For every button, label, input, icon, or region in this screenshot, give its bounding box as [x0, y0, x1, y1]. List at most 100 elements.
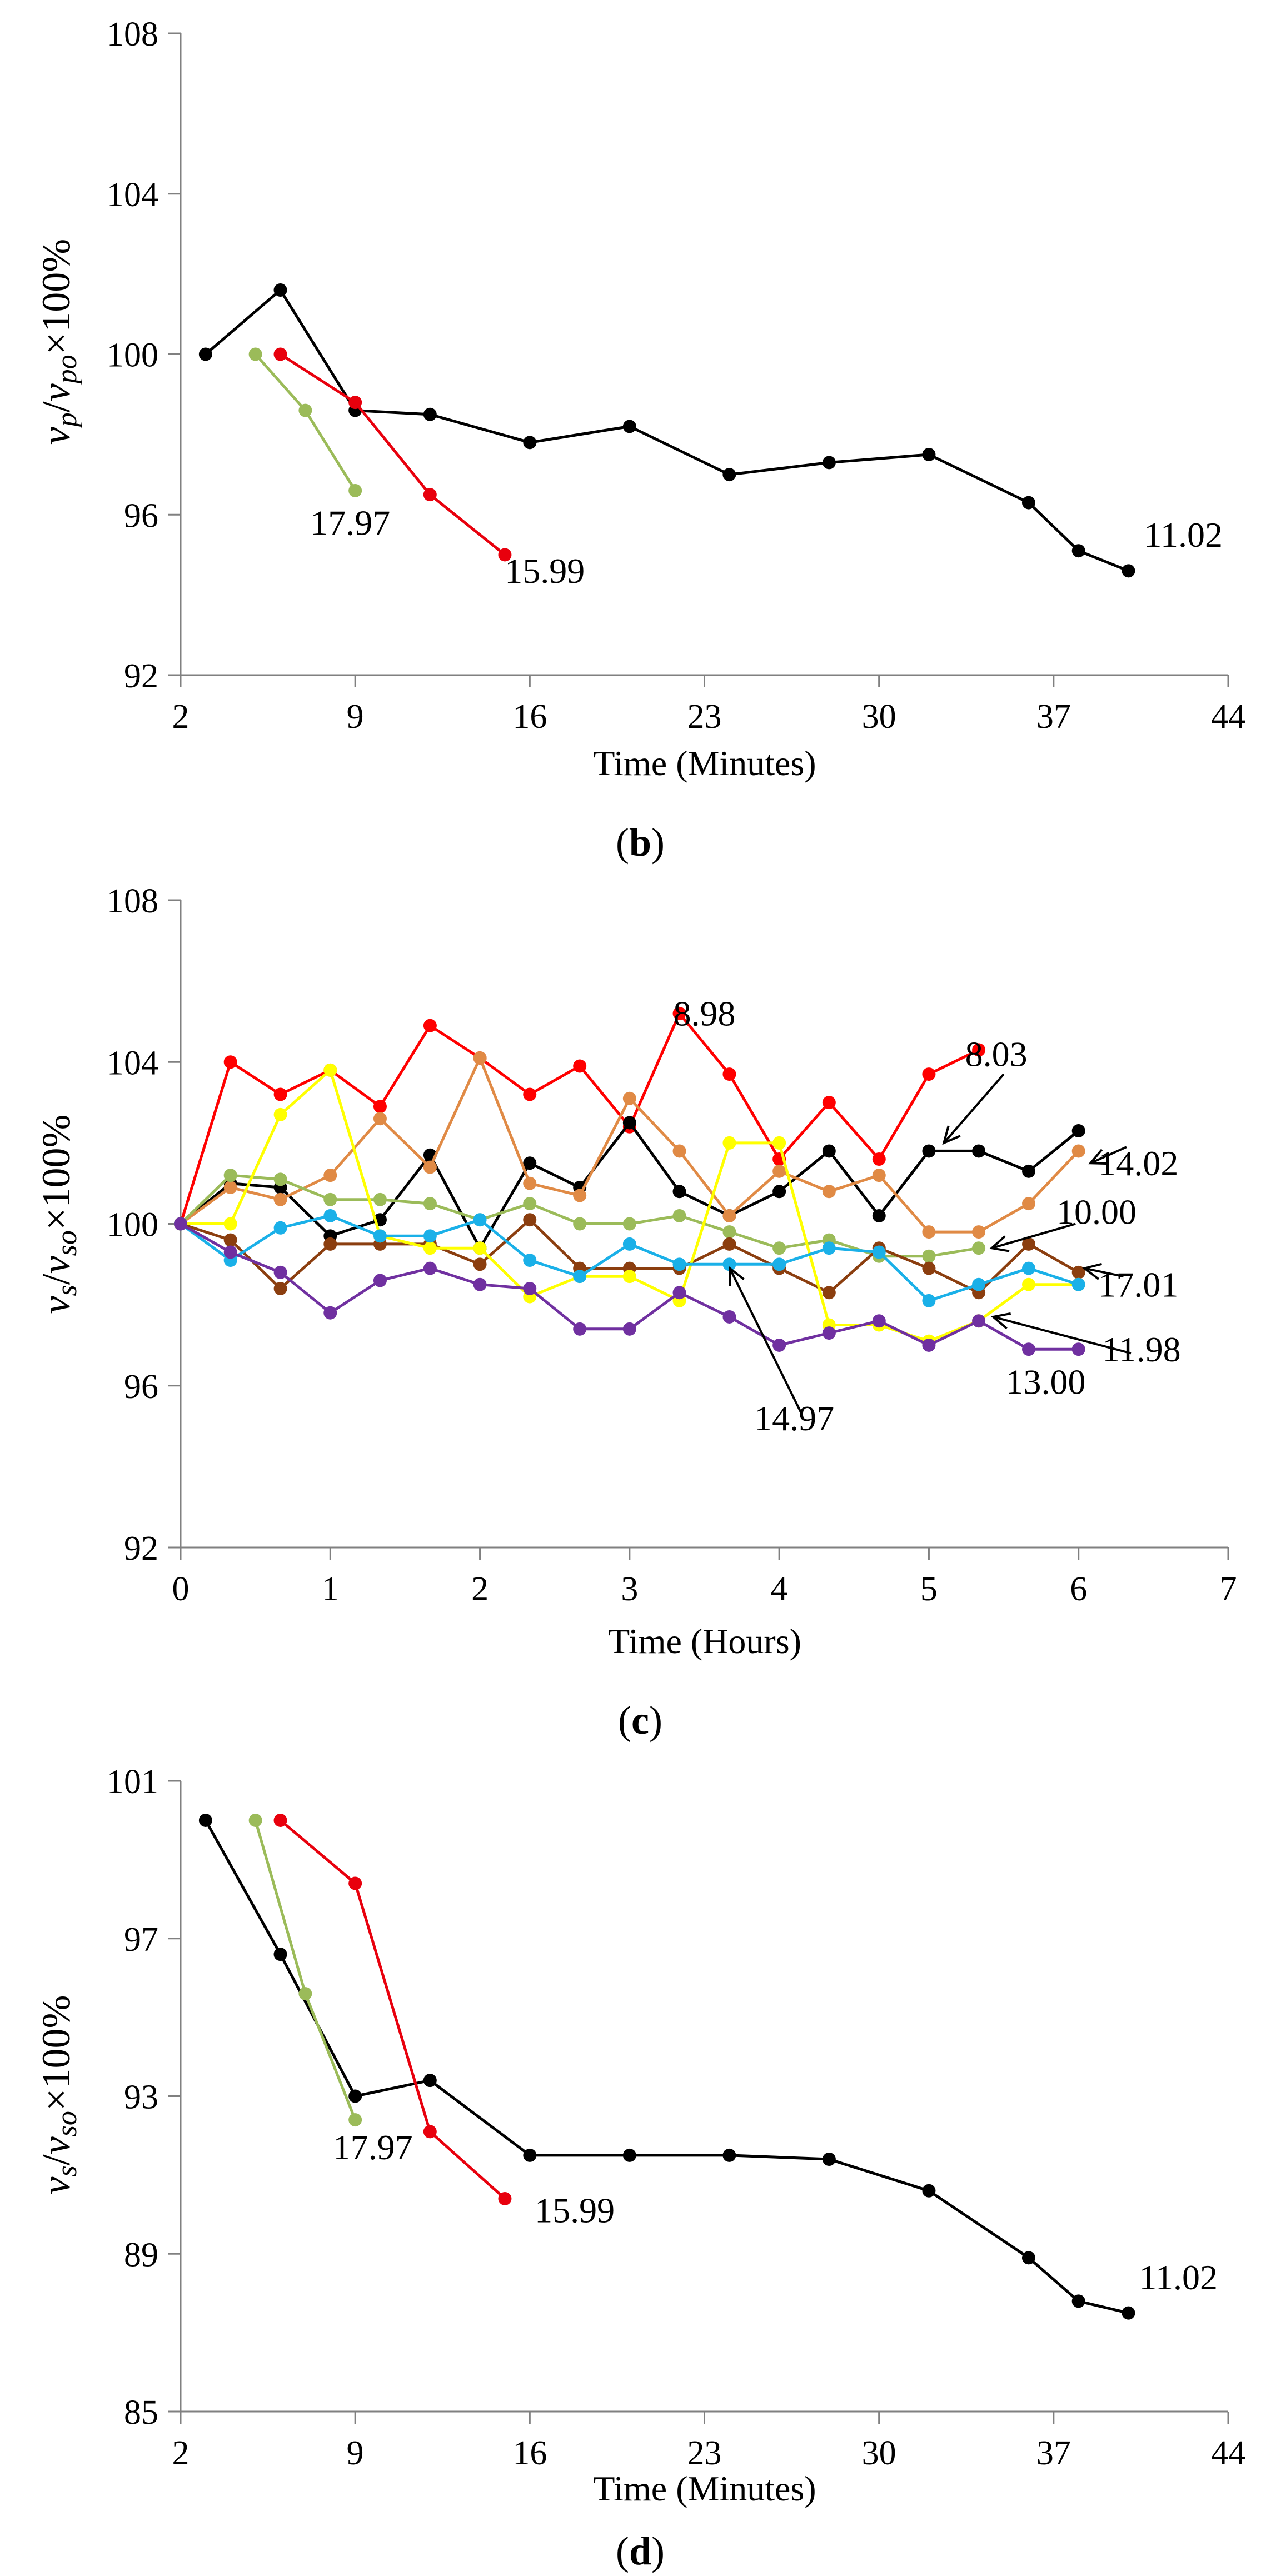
- series-line: [205, 288, 1129, 572]
- data-point: [323, 1237, 337, 1251]
- data-point: [198, 1813, 212, 1827]
- series-annotation: 13.00: [1005, 1362, 1085, 1401]
- x-tick-label: 37: [1036, 2434, 1071, 2472]
- data-point: [1071, 1265, 1085, 1279]
- data-point: [772, 1164, 786, 1178]
- data-point: [323, 1209, 337, 1222]
- data-point: [722, 2148, 736, 2162]
- y-tick-label: 100: [107, 337, 158, 375]
- x-tick-label: 3: [621, 1570, 638, 1608]
- data-point: [323, 1169, 337, 1182]
- y-tick-label: 100: [107, 1206, 158, 1244]
- data-point: [822, 1185, 836, 1199]
- arrow-head: [1081, 1262, 1103, 1280]
- series-annotation: 17.97: [310, 503, 390, 542]
- data-point: [273, 1948, 287, 1961]
- x-axis-label: Time (Minutes): [593, 743, 816, 783]
- series-annotation: 11.02: [1144, 515, 1223, 555]
- data-point: [348, 483, 362, 497]
- data-point: [722, 1257, 736, 1271]
- data-point: [223, 1245, 237, 1259]
- series-annotation: 15.99: [505, 551, 585, 591]
- data-point: [972, 1241, 986, 1255]
- series-8.98: [174, 1006, 986, 1231]
- data-point: [298, 1987, 312, 2001]
- data-point: [622, 1091, 636, 1105]
- data-point: [298, 403, 312, 417]
- data-point: [772, 1241, 786, 1255]
- data-point: [872, 1209, 886, 1222]
- series-annotation: 14.02: [1098, 1144, 1178, 1183]
- data-point: [972, 1144, 986, 1158]
- data-point: [822, 1096, 836, 1110]
- data-point: [423, 1261, 437, 1275]
- x-axis-label: Time (Hours): [608, 1621, 801, 1661]
- series-annotation: 10.00: [1056, 1192, 1137, 1232]
- x-tick-label: 30: [862, 698, 896, 736]
- data-point: [922, 1144, 936, 1158]
- data-point: [1071, 1144, 1085, 1158]
- series-annotation: 17.97: [333, 2128, 413, 2167]
- data-point: [872, 1314, 886, 1328]
- data-point: [523, 1176, 537, 1190]
- data-point: [423, 1160, 437, 1174]
- arrow-shaft: [943, 1073, 1005, 1144]
- data-point: [722, 1225, 736, 1239]
- y-tick-label: 92: [124, 657, 158, 695]
- series-annotation: 14.97: [754, 1399, 834, 1438]
- data-point: [273, 1282, 287, 1295]
- panel-caption: (c): [618, 1698, 662, 1743]
- data-point: [273, 1265, 287, 1279]
- series-annotation: 15.99: [535, 2191, 615, 2230]
- y-tick-label: 96: [124, 1368, 158, 1406]
- data-point: [722, 1136, 736, 1150]
- data-point: [772, 1257, 786, 1271]
- series-line: [279, 1819, 506, 2200]
- arrow-shaft: [993, 1316, 1132, 1355]
- arrow-head: [989, 1235, 1010, 1252]
- data-point: [972, 1225, 986, 1239]
- data-point: [423, 1229, 437, 1243]
- data-point: [772, 1338, 786, 1352]
- arrow-head: [1088, 1149, 1109, 1165]
- data-point: [722, 468, 736, 482]
- data-point: [523, 436, 537, 450]
- x-tick-label: 5: [920, 1570, 938, 1608]
- series-annotation: 8.98: [674, 994, 736, 1034]
- series-15.99: [273, 347, 512, 562]
- x-axis-label: Time (Minutes): [593, 2469, 816, 2508]
- data-point: [1022, 1237, 1036, 1251]
- y-tick-label: 108: [107, 16, 158, 53]
- data-point: [348, 2089, 362, 2103]
- data-point: [373, 1100, 387, 1114]
- plot-area: 85 89 93 97 101 2 9 16 23 30 37 44 17.97 15.99 11.02: [107, 1763, 1245, 2472]
- data-point: [423, 2074, 437, 2088]
- data-point: [273, 347, 287, 361]
- data-point: [423, 1019, 437, 1032]
- data-point: [223, 1233, 237, 1247]
- data-point: [273, 1192, 287, 1206]
- data-point: [922, 1261, 936, 1275]
- plot-area: 92 96 100 104 108 0 1 2 3 4 5 6 7 8.98 8.03 14.02 10.00 1…: [107, 882, 1237, 1608]
- data-point: [922, 1249, 936, 1263]
- y-axis-label: vs/vso×100%: [34, 1114, 83, 1314]
- x-tick-label: 9: [347, 2434, 364, 2472]
- y-tick-label: 89: [124, 2236, 158, 2274]
- data-point: [573, 1322, 587, 1336]
- data-point: [174, 1217, 187, 1231]
- y-tick-label: 108: [107, 882, 158, 920]
- data-point: [373, 1229, 387, 1243]
- y-tick-label: 101: [107, 1763, 158, 1801]
- x-tick-label: 2: [172, 2434, 190, 2472]
- data-point: [473, 1051, 487, 1065]
- data-point: [1071, 1124, 1085, 1138]
- data-point: [323, 1306, 337, 1320]
- data-point: [922, 1294, 936, 1307]
- data-point: [622, 1237, 636, 1251]
- data-point: [473, 1257, 487, 1271]
- y-tick-label: 93: [124, 2079, 158, 2116]
- data-point: [273, 1221, 287, 1235]
- data-point: [772, 1136, 786, 1150]
- data-point: [1022, 1261, 1036, 1275]
